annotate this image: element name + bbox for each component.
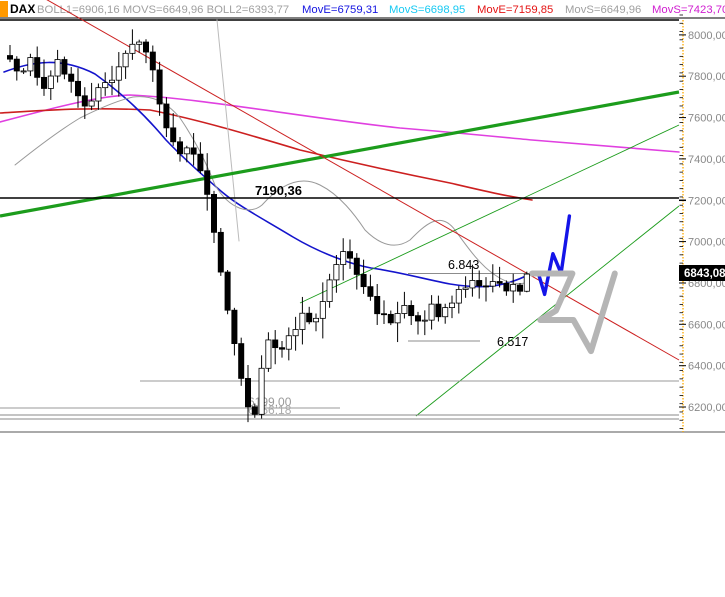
svg-text:7600,00: 7600,00 [688, 113, 725, 125]
svg-text:MovE=6759,31: MovE=6759,31 [302, 4, 378, 16]
svg-text:7400,00: 7400,00 [688, 154, 725, 166]
svg-text:7190,36: 7190,36 [255, 183, 302, 198]
svg-text:7800,00: 7800,00 [688, 71, 725, 83]
svg-text:7000,00: 7000,00 [688, 237, 725, 249]
svg-text:MovE=7159,85: MovE=7159,85 [477, 4, 553, 16]
svg-text:MovS=6649,96: MovS=6649,96 [565, 4, 641, 16]
svg-text:MovS=7423,70: MovS=7423,70 [652, 4, 725, 16]
svg-text:MovS=6698,95: MovS=6698,95 [389, 4, 465, 16]
svg-text:BOLL1=6906,16 MOVS=6649,96 BOL: BOLL1=6906,16 MOVS=6649,96 BOLL2=6393,77 [37, 4, 289, 16]
svg-text:6400,00: 6400,00 [688, 361, 725, 373]
svg-text:6843,08: 6843,08 [684, 268, 725, 280]
svg-text:6.843: 6.843 [448, 258, 479, 272]
svg-text:8000,00: 8000,00 [688, 30, 725, 42]
svg-text:7200,00: 7200,00 [688, 195, 725, 207]
svg-text:6600,00: 6600,00 [688, 319, 725, 331]
svg-text:DAX: DAX [10, 2, 35, 16]
svg-text:6200,00: 6200,00 [688, 402, 725, 414]
svg-text:6.517: 6.517 [497, 335, 528, 349]
